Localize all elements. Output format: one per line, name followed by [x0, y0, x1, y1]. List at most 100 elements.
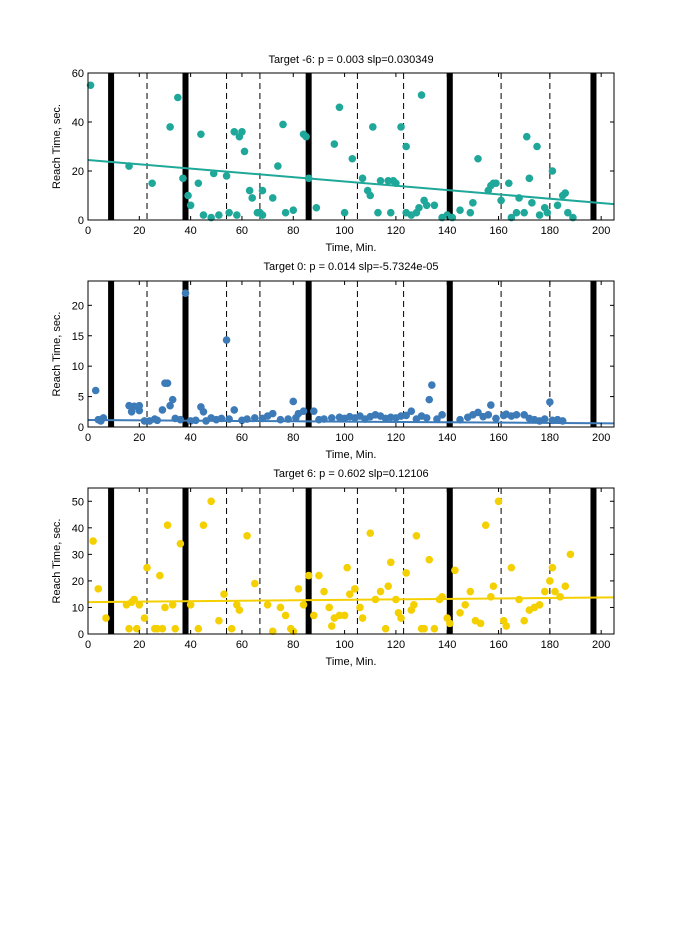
data-point — [569, 213, 577, 222]
data-point — [294, 585, 303, 593]
x-tick-label: 180 — [541, 225, 559, 237]
data-point — [456, 206, 464, 214]
x-tick-label: 20 — [133, 639, 145, 651]
y-tick-label: 50 — [72, 496, 84, 508]
x-tick-label: 20 — [133, 432, 145, 444]
x-tick-label: 180 — [541, 639, 559, 651]
data-point — [543, 208, 552, 217]
data-point — [156, 571, 164, 580]
data-point — [422, 414, 431, 422]
data-point — [386, 208, 395, 217]
data-point — [358, 614, 367, 622]
data-point — [91, 386, 100, 395]
data-point — [561, 582, 570, 591]
plot-frame — [87, 487, 615, 635]
x-tick-label: 100 — [335, 432, 353, 444]
data-point — [230, 406, 239, 414]
data-point — [420, 624, 428, 633]
data-point — [343, 563, 351, 572]
x-tick-label: 140 — [438, 225, 456, 237]
data-point — [268, 409, 277, 418]
data-point — [245, 186, 254, 195]
data-point — [366, 529, 375, 537]
y-tick-label: 20 — [72, 576, 84, 588]
data-point — [268, 194, 277, 202]
data-point — [143, 563, 151, 572]
y-tick-label: 0 — [78, 422, 84, 434]
data-point — [184, 191, 192, 200]
data-point — [433, 415, 441, 423]
data-point — [258, 211, 267, 219]
data-point — [215, 616, 223, 625]
trend-line — [87, 158, 615, 206]
data-point — [520, 208, 528, 217]
data-point — [168, 395, 177, 404]
data-point — [281, 611, 290, 620]
y-tick-label: 0 — [78, 629, 84, 641]
y-axis-label: Reach Time, sec. — [51, 312, 63, 397]
subplot-title: Target 0: p = 0.014 slp=-5.7324e-05 — [264, 261, 439, 273]
x-tick-label: 40 — [185, 432, 197, 444]
data-point — [238, 128, 246, 136]
data-point — [561, 189, 570, 197]
data-point — [548, 563, 557, 572]
data-point — [274, 162, 282, 170]
data-point — [348, 154, 357, 163]
data-point — [425, 395, 434, 404]
x-tick-label: 140 — [438, 639, 456, 651]
data-point — [163, 521, 172, 529]
data-point — [132, 624, 141, 633]
data-point — [248, 194, 257, 202]
x-tick-label: 40 — [185, 225, 197, 237]
data-point — [402, 411, 410, 420]
data-point — [356, 603, 364, 612]
y-tick-label: 60 — [72, 68, 84, 80]
data-point — [466, 587, 475, 596]
data-point — [233, 211, 241, 219]
data-point — [386, 558, 395, 567]
data-point — [135, 601, 144, 609]
data-point — [186, 601, 195, 609]
x-tick-label: 0 — [85, 639, 91, 651]
x-tick-label: 120 — [387, 225, 405, 237]
subplot-target-0: Target 0: p = 0.014 slp=-5.7324e-05 Time… — [51, 261, 615, 461]
data-point — [376, 587, 385, 596]
y-tick-label: 30 — [72, 549, 84, 561]
data-point — [243, 531, 251, 540]
data-point — [397, 123, 405, 131]
x-tick-label: 60 — [236, 432, 248, 444]
data-point — [179, 174, 187, 183]
data-point — [566, 550, 575, 559]
data-point — [358, 174, 367, 183]
data-point — [320, 587, 328, 596]
x-tick-label: 80 — [287, 432, 299, 444]
data-point — [448, 213, 457, 222]
data-point — [492, 179, 500, 188]
data-point — [235, 606, 244, 614]
data-point — [304, 571, 313, 580]
data-point — [148, 179, 156, 188]
x-axis-label: Time, Min. — [326, 656, 377, 668]
x-tick-label: 160 — [489, 639, 507, 651]
data-point — [351, 585, 359, 593]
data-point — [548, 167, 557, 175]
x-tick-label: 120 — [387, 432, 405, 444]
data-point — [312, 203, 321, 212]
data-point — [230, 128, 239, 136]
data-point — [250, 414, 259, 422]
data-point — [194, 179, 203, 188]
data-point — [461, 601, 469, 609]
data-point — [199, 211, 208, 219]
data-point — [512, 208, 521, 217]
x-tick-label: 200 — [592, 639, 610, 651]
data-point — [276, 603, 285, 612]
data-point — [135, 406, 144, 415]
x-tick-label: 120 — [387, 639, 405, 651]
data-point — [199, 407, 208, 416]
data-point — [94, 585, 103, 593]
trend-line — [87, 596, 615, 604]
data-point — [125, 624, 133, 633]
data-point — [181, 289, 190, 297]
data-point — [553, 201, 562, 210]
data-point — [340, 208, 349, 217]
